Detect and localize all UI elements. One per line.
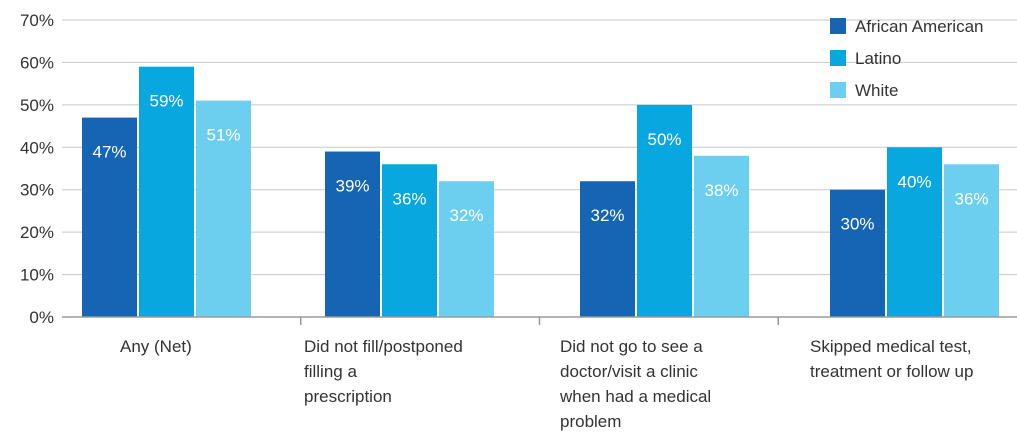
y-tick-label: 40% <box>20 138 54 157</box>
bar <box>439 181 494 317</box>
bar <box>637 104 692 317</box>
data-label: 36% <box>392 189 426 208</box>
y-tick-label: 10% <box>20 266 54 285</box>
data-label: 50% <box>647 130 681 149</box>
bar <box>694 155 749 317</box>
bar <box>196 100 251 317</box>
x-category-label: when had a medical <box>559 387 711 406</box>
bar <box>830 189 885 317</box>
legend-swatch <box>830 50 846 66</box>
bar <box>382 164 437 317</box>
x-axis: Any (Net) Did not fill/postponed filling a… <box>62 316 1017 431</box>
legend-label: White <box>855 81 898 100</box>
legend-swatch <box>830 18 846 34</box>
data-label: 40% <box>897 172 931 191</box>
data-label: 47% <box>92 143 126 162</box>
x-category-label: doctor/visit a clinic <box>560 362 698 381</box>
y-tick-label: 0% <box>29 308 54 327</box>
data-label: 36% <box>954 189 988 208</box>
data-label: 30% <box>840 215 874 234</box>
data-label: 32% <box>590 206 624 225</box>
bar <box>944 164 999 317</box>
bar <box>139 66 194 318</box>
x-category-label: prescription <box>304 387 392 406</box>
y-tick-label: 60% <box>20 53 54 72</box>
bar <box>580 181 635 317</box>
x-category-label: Did not go to see a <box>560 337 703 356</box>
legend-label: African American <box>855 17 984 36</box>
bar <box>887 147 942 317</box>
x-category-label: problem <box>560 412 621 431</box>
y-tick-label: 20% <box>20 223 54 242</box>
data-label: 51% <box>206 126 240 145</box>
x-category-label: Did not fill/postponed <box>304 337 463 356</box>
x-category-label: Skipped medical test, <box>810 337 972 356</box>
data-label: 38% <box>704 181 738 200</box>
y-axis: 0% 10% 20% 30% 40% 50% 60% 70% <box>20 11 54 327</box>
data-label: 39% <box>335 177 369 196</box>
x-category-label: filling a <box>304 362 357 381</box>
x-category-label: treatment or follow up <box>810 362 973 381</box>
y-tick-label: 50% <box>20 96 54 115</box>
legend-swatch <box>830 82 846 98</box>
x-category-label: Any (Net) <box>120 337 192 356</box>
data-label: 59% <box>149 92 183 111</box>
y-tick-label: 30% <box>20 181 54 200</box>
bar <box>82 117 137 317</box>
bars: 47% 39% 32% 30% 59% 36% 50% 40% 51% 32% 38% 36% <box>82 66 999 318</box>
y-tick-label: 70% <box>20 11 54 30</box>
legend-label: Latino <box>855 49 901 68</box>
bar <box>325 151 380 317</box>
legend: African American Latino White <box>830 17 984 100</box>
data-label: 32% <box>449 206 483 225</box>
